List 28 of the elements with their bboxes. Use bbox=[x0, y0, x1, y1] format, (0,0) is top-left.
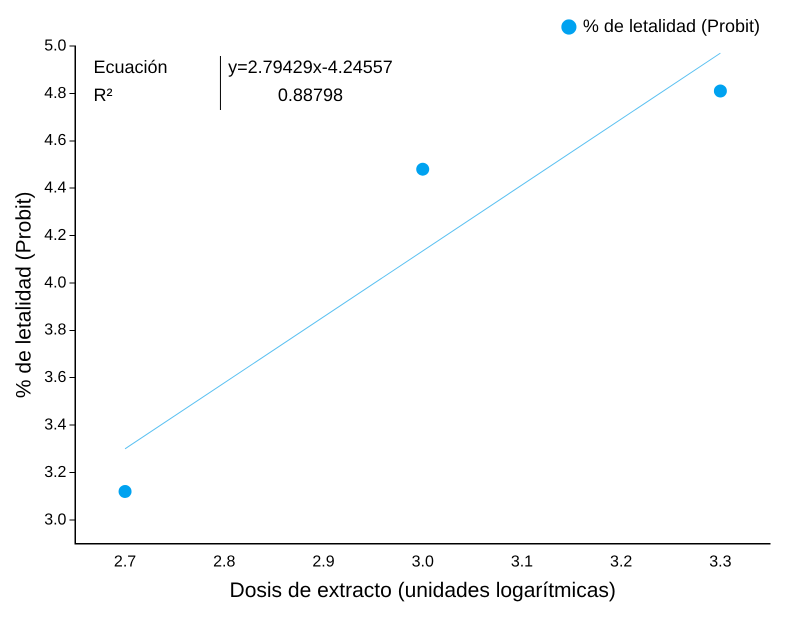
y-tick-label: 4.8 bbox=[44, 84, 67, 102]
point bbox=[118, 484, 132, 498]
x-tick-label: 2.7 bbox=[114, 554, 136, 571]
y-axis-title: % de letalidad (Probit) bbox=[12, 191, 36, 398]
x-axis-title: Dosis de extracto (unidades logarítmicas) bbox=[230, 579, 616, 602]
point bbox=[714, 84, 727, 98]
x-tick-label: 2.9 bbox=[312, 554, 335, 571]
y-tick-label: 4.0 bbox=[44, 274, 67, 292]
y-tick-label: 4.2 bbox=[44, 226, 67, 244]
y-tick-label: 3.0 bbox=[44, 511, 67, 528]
legend-label: % de letalidad (Probit) bbox=[582, 16, 760, 36]
x-tick-label: 3.2 bbox=[610, 554, 632, 571]
y-tick-label: 4.6 bbox=[44, 132, 67, 150]
y-tick-label: 3.4 bbox=[44, 416, 67, 434]
x-tick-label: 2.8 bbox=[213, 554, 236, 571]
y-tick-label: 4.4 bbox=[44, 180, 67, 197]
x-tick-label: 3.0 bbox=[412, 554, 434, 571]
y-tick-label: 5.0 bbox=[44, 37, 67, 54]
y-tick-label: 3.6 bbox=[44, 369, 67, 386]
annotation: R² bbox=[93, 84, 112, 105]
annotation: 0.88798 bbox=[278, 84, 343, 105]
y-tick-label: 3.8 bbox=[44, 322, 67, 339]
annotation: y=2.79429x-4.24557 bbox=[228, 56, 393, 77]
y-tick-label: 3.2 bbox=[44, 464, 67, 481]
point bbox=[416, 162, 430, 176]
x-tick-label: 3.3 bbox=[709, 554, 732, 571]
annotation: Ecuación bbox=[93, 56, 168, 77]
x-tick-label: 3.1 bbox=[510, 554, 534, 571]
